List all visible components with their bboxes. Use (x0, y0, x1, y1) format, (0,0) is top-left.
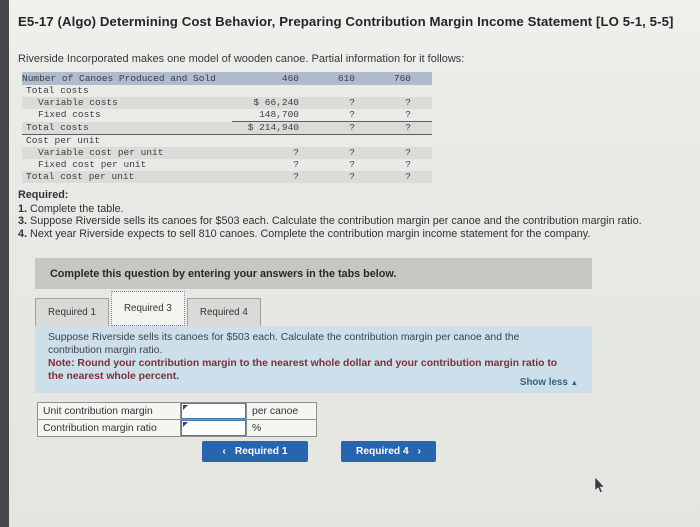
cost-table: Number of Canoes Produced and Sold 460 6… (22, 72, 432, 183)
value-cell: ? (364, 147, 432, 159)
question-note: Note: Round your contribution margin to … (48, 358, 558, 382)
cost-row: Total costs (22, 85, 432, 97)
row-label: Variable costs (22, 97, 232, 109)
value-cell: ? (302, 121, 364, 135)
answer-label: Contribution margin ratio (37, 419, 181, 437)
row-label: Fixed costs (38, 109, 101, 121)
tab-required-3[interactable]: Required 3 (110, 291, 185, 326)
chevron-right-icon: › (417, 446, 421, 457)
mouse-cursor-icon (594, 477, 605, 493)
value-cell (302, 85, 364, 97)
value-cell: $ 66,240 (232, 97, 302, 109)
tabs-row: Required 1 Required 3 Required 4 (35, 291, 592, 326)
value-cell: ? (302, 171, 364, 183)
answer-row: Unit contribution margin per canoe (37, 402, 317, 420)
cost-row: Fixed cost per unit ? ? ? (22, 159, 432, 171)
value-cell: ? (232, 171, 302, 183)
screen-edge-strip (0, 0, 9, 527)
value-cell: ? (364, 109, 432, 122)
chevron-left-icon: ‹ (222, 446, 226, 457)
cost-row: Cost per unit (22, 135, 432, 148)
contribution-margin-ratio-input[interactable] (181, 420, 246, 436)
value-cell (364, 135, 432, 148)
unit-contribution-margin-input[interactable] (181, 403, 246, 419)
units-col-2: 610 (302, 72, 364, 85)
answer-table: Unit contribution margin per canoe Contr… (37, 402, 317, 437)
answer-input-cell (180, 402, 247, 420)
value-cell (364, 85, 432, 97)
question-panel: Suppose Riverside sells its canoes for $… (35, 326, 592, 393)
question-work-area: Required 1 Required 3 Required 4 Suppose… (35, 291, 592, 393)
required-item-text: Complete the table. (30, 203, 124, 215)
cost-row: Total costs $ 214,940 ? ? (22, 121, 432, 135)
required-item-number: 1. (18, 203, 28, 215)
intro-text: Riverside Incorporated makes one model o… (18, 53, 465, 65)
prev-button-label: Required 1 (234, 446, 288, 457)
instruction-text: Complete this question by entering your … (50, 267, 397, 280)
value-cell: ? (293, 159, 299, 170)
required-item: 4. Next year Riverside expects to sell 8… (18, 228, 690, 240)
question-prompt: Suppose Riverside sells its canoes for $… (48, 332, 520, 356)
required-item-number: 3. (18, 215, 28, 228)
show-less-label: Show less (519, 377, 568, 388)
instruction-bar: Complete this question by entering your … (35, 258, 592, 289)
value-cell: ? (405, 159, 411, 170)
nav-buttons: ‹ Required 1 Required 4 › (202, 441, 436, 462)
value-cell: ? (302, 97, 364, 109)
units-col-3: 760 (364, 72, 432, 85)
value-cell: ? (232, 147, 302, 159)
required-heading: Required: (18, 189, 69, 201)
answer-input-cell (180, 419, 247, 437)
tab-required-4[interactable]: Required 4 (186, 298, 261, 326)
page-title: E5-17 (Algo) Determining Cost Behavior, … (18, 14, 674, 29)
value-cell: $ 214,940 (232, 121, 302, 135)
required-item: 3. Suppose Riverside sells its canoes fo… (18, 215, 690, 227)
value-cell: ? (349, 159, 355, 170)
answer-unit: % (246, 419, 317, 437)
row-label: Total costs (26, 85, 89, 96)
chevron-up-icon: ▲ (570, 378, 578, 387)
answer-row: Contribution margin ratio % (37, 419, 317, 437)
next-button-label: Required 4 (356, 446, 409, 457)
required-item: 1. Complete the table. (18, 203, 690, 215)
cost-row: Fixed costs 148,700 ? ? (22, 109, 432, 122)
value-cell (232, 135, 302, 148)
answer-unit: per canoe (246, 402, 317, 420)
row-label: Total cost per unit (22, 171, 232, 183)
row-label: Variable cost per unit (22, 147, 232, 159)
cost-table-header-label: Number of Canoes Produced and Sold (22, 72, 232, 85)
required-item-text: Next year Riverside expects to sell 810 … (30, 227, 591, 240)
value-cell: ? (302, 109, 364, 122)
value-cell: ? (364, 97, 432, 109)
show-less-link[interactable]: Show less ▲ (520, 377, 578, 388)
value-cell (232, 85, 302, 97)
row-label: Fixed cost per unit (38, 159, 147, 170)
cost-row: Variable costs $ 66,240 ? ? (22, 97, 432, 109)
value-cell: 148,700 (232, 109, 302, 122)
next-required-button[interactable]: Required 4 › (341, 441, 436, 462)
row-label: Cost per unit (26, 135, 101, 146)
tab-required-1[interactable]: Required 1 (35, 298, 109, 326)
prev-required-button[interactable]: ‹ Required 1 (202, 441, 308, 462)
required-item-text: Suppose Riverside sells its canoes for $… (30, 215, 642, 228)
value-cell: ? (364, 121, 432, 135)
cost-row: Total cost per unit ? ? ? (22, 171, 432, 183)
units-col-1: 460 (232, 72, 302, 85)
value-cell (302, 135, 364, 148)
value-cell: ? (364, 171, 432, 183)
required-item-number: 4. (18, 227, 28, 240)
cost-table-header-row: Number of Canoes Produced and Sold 460 6… (22, 72, 432, 85)
value-cell: ? (302, 147, 364, 159)
cost-row: Variable cost per unit ? ? ? (22, 147, 432, 159)
required-section: Required: 1. Complete the table. 3. Supp… (18, 189, 690, 240)
row-label: Total costs (22, 121, 232, 135)
answer-label: Unit contribution margin (37, 402, 181, 420)
